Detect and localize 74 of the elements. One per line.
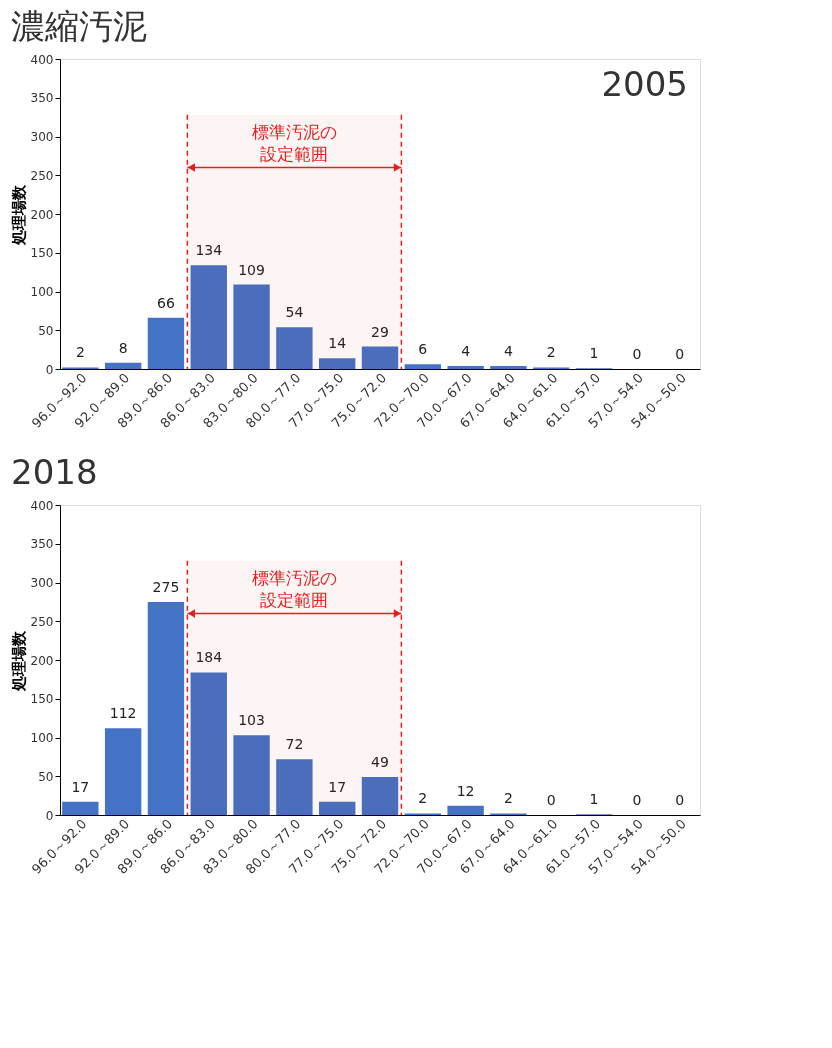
data-label: 54 xyxy=(285,304,304,321)
data-label: 4 xyxy=(503,342,513,359)
y-tick-label: 250 xyxy=(30,168,54,183)
chart-title: 濃縮汚泥 xyxy=(11,6,148,46)
data-label: 4 xyxy=(461,342,471,359)
data-label: 0 xyxy=(546,792,556,808)
bar xyxy=(319,358,356,369)
y-tick-label: 100 xyxy=(30,731,54,745)
chart-title: 2018 xyxy=(11,452,98,492)
bar xyxy=(319,801,356,815)
data-label: 14 xyxy=(328,335,347,352)
data-label: 275 xyxy=(152,578,180,595)
data-label: 1 xyxy=(589,791,599,808)
bar xyxy=(104,728,142,815)
data-label: 134 xyxy=(195,242,223,259)
data-label: 17 xyxy=(71,778,90,795)
data-label: 184 xyxy=(195,649,223,666)
bar xyxy=(62,801,99,815)
bar xyxy=(447,805,484,815)
bar xyxy=(190,672,227,815)
data-label: 2 xyxy=(75,344,85,361)
bar xyxy=(361,777,399,815)
y-tick-label: 50 xyxy=(38,769,54,784)
data-label: 66 xyxy=(157,294,175,311)
data-label: 12 xyxy=(456,782,475,799)
y-tick-label: 300 xyxy=(30,576,54,590)
bar xyxy=(147,601,185,815)
bar xyxy=(233,284,270,369)
chart-subtitle: 2005 xyxy=(601,64,688,104)
data-label: 109 xyxy=(238,261,265,278)
data-label: 1 xyxy=(589,345,599,362)
data-label: 0 xyxy=(675,792,685,808)
data-label: 49 xyxy=(371,754,389,771)
bar xyxy=(447,365,484,369)
y-tick-label: 300 xyxy=(30,130,54,144)
data-label: 17 xyxy=(328,778,347,795)
bar xyxy=(190,265,227,369)
band-label: 標準汚泥の設定範囲 xyxy=(251,567,337,610)
bar xyxy=(276,327,313,369)
data-label: 0 xyxy=(632,346,642,362)
y-tick-label: 350 xyxy=(30,91,54,106)
y-tick-label: 0 xyxy=(45,808,54,823)
data-label: 72 xyxy=(285,736,304,753)
y-axis-title: 処理場数 xyxy=(9,183,28,246)
data-label: 0 xyxy=(632,792,642,808)
data-label: 103 xyxy=(238,712,265,729)
y-tick-label: 400 xyxy=(30,498,54,513)
bar xyxy=(147,317,185,369)
bar xyxy=(233,735,270,815)
data-label: 8 xyxy=(118,339,128,356)
y-tick-label: 350 xyxy=(30,537,54,552)
y-axis-title: 処理場数 xyxy=(9,629,28,692)
data-label: 2 xyxy=(503,790,513,807)
bar xyxy=(104,362,142,369)
y-tick-label: 0 xyxy=(45,362,54,377)
bar xyxy=(276,759,313,815)
y-tick-label: 150 xyxy=(30,246,54,261)
data-label: 0 xyxy=(675,346,685,362)
y-tick-label: 200 xyxy=(30,207,54,222)
y-tick-label: 150 xyxy=(30,692,54,707)
data-label: 2 xyxy=(546,344,556,361)
band-label: 標準汚泥の設定範囲 xyxy=(251,121,337,164)
y-tick-label: 200 xyxy=(30,653,54,668)
y-tick-label: 400 xyxy=(30,52,54,67)
y-tick-label: 100 xyxy=(30,285,54,299)
y-tick-label: 50 xyxy=(38,323,54,338)
bar xyxy=(404,364,441,369)
data-label: 29 xyxy=(371,323,389,340)
bar xyxy=(361,346,399,369)
data-label: 6 xyxy=(418,341,428,358)
bar xyxy=(490,365,527,369)
data-label: 2 xyxy=(418,790,428,807)
y-tick-label: 250 xyxy=(30,614,54,629)
data-label: 112 xyxy=(109,705,137,722)
